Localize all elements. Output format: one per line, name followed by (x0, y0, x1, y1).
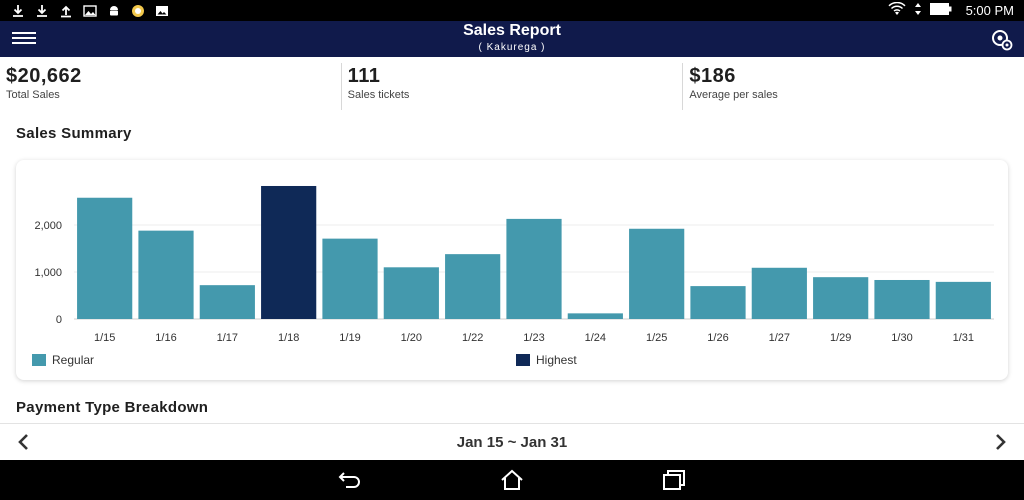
stat-average: $186 Average per sales (682, 63, 1024, 110)
stat-label: Average per sales (689, 89, 778, 101)
bar-1/22[interactable] (445, 254, 501, 319)
bar-1/26[interactable] (690, 286, 746, 319)
clock: 5:00 PM (965, 3, 1014, 18)
stat-value: 111 (347, 65, 381, 87)
x-tick-label: 1/18 (278, 332, 299, 344)
data-arrows-icon (914, 2, 922, 19)
legend-label-regular: Regular (52, 353, 95, 367)
bar-1/20[interactable] (383, 267, 439, 319)
stat-value: $186 (689, 65, 736, 87)
circle-app-icon (130, 4, 145, 18)
sales-bar-chart: 0 1,000 2,000 1/15 1/16 1/17 1/18 1/19 1/20 1/22 1… (34, 185, 994, 344)
status-bar: 5:00 PM (0, 0, 1024, 21)
x-tick-label: 1/20 (401, 332, 422, 344)
stats-row: $20,662 Total Sales 111 Sales tickets $1… (0, 57, 1024, 110)
x-tick-label: 1/27 (769, 332, 790, 344)
x-tick-label: 1/15 (94, 332, 115, 344)
menu-icon[interactable] (12, 29, 38, 49)
gallery-icon (154, 4, 169, 18)
system-nav-bar (0, 460, 1024, 500)
payment-breakdown-title: Payment Type Breakdown (16, 399, 209, 416)
x-tick-label: 1/17 (217, 332, 238, 344)
legend-label-highest: Highest (536, 353, 577, 367)
legend-highest: Highest (516, 353, 577, 367)
bar-1/24[interactable] (567, 313, 623, 319)
sales-summary-title: Sales Summary (16, 125, 132, 142)
y-tick-label: 0 (56, 314, 62, 326)
x-tick-label: 1/31 (953, 332, 974, 344)
bar-1/17[interactable] (199, 285, 255, 319)
y-tick-label: 2,000 (34, 220, 62, 232)
back-icon[interactable] (337, 468, 363, 492)
bar-1/27[interactable] (751, 267, 807, 319)
bar-1/30[interactable] (874, 279, 930, 319)
stat-label: Sales tickets (347, 89, 410, 101)
image-icon (82, 4, 97, 18)
x-tick-label: 1/30 (891, 332, 912, 344)
x-tick-label: 1/29 (830, 332, 851, 344)
bar-1/19[interactable] (322, 238, 378, 319)
date-navigation: Jan 15 ~ Jan 31 (0, 423, 1024, 460)
x-tick-label: 1/23 (523, 332, 544, 344)
x-tick-label: 1/19 (339, 332, 360, 344)
legend-regular: Regular (32, 353, 94, 367)
x-tick-label: 1/24 (585, 332, 606, 344)
home-icon[interactable] (499, 468, 525, 492)
bar-1/15[interactable] (77, 197, 133, 319)
location-settings-icon[interactable] (990, 28, 1014, 52)
android-icon (106, 4, 121, 18)
x-tick-label: 1/26 (707, 332, 728, 344)
battery-icon (929, 3, 952, 18)
app-bar: Sales Report ( Kakurega ) (0, 21, 1024, 57)
wifi-icon (888, 1, 906, 19)
stat-sales-tickets: 111 Sales tickets (340, 63, 683, 110)
chevron-right-icon[interactable] (990, 432, 1010, 452)
system-status: 5:00 PM (888, 1, 1014, 19)
download-icon (34, 4, 49, 18)
date-range-label[interactable]: Jan 15 ~ Jan 31 (456, 433, 568, 451)
legend-swatch-regular (32, 354, 46, 366)
bar-1/25[interactable] (629, 228, 685, 319)
stat-total-sales: $20,662 Total Sales (0, 57, 341, 110)
stat-label: Total Sales (6, 89, 60, 101)
x-tick-label: 1/25 (646, 332, 667, 344)
notification-icons (10, 4, 169, 18)
stat-value: $20,662 (6, 65, 82, 87)
page-title: Sales Report (463, 22, 561, 39)
upload-icon (58, 4, 73, 18)
bar-1/23[interactable] (506, 218, 562, 319)
x-tick-label: 1/22 (462, 332, 483, 344)
y-tick-label: 1,000 (34, 267, 62, 279)
store-name: ( Kakurega ) (478, 42, 546, 53)
recent-apps-icon[interactable] (661, 468, 687, 492)
bar-1/18[interactable] (261, 185, 317, 319)
bar-1/31[interactable] (935, 281, 991, 319)
bar-1/16[interactable] (138, 230, 194, 319)
download-icon (10, 4, 25, 18)
x-tick-label: 1/16 (155, 332, 176, 344)
sales-chart-card: 0 1,000 2,000 1/15 1/16 1/17 1/18 1/19 1/20 1/22 1… (16, 160, 1008, 380)
legend-swatch-highest (516, 354, 530, 366)
chevron-left-icon[interactable] (14, 432, 34, 452)
bar-1/29[interactable] (813, 277, 869, 319)
